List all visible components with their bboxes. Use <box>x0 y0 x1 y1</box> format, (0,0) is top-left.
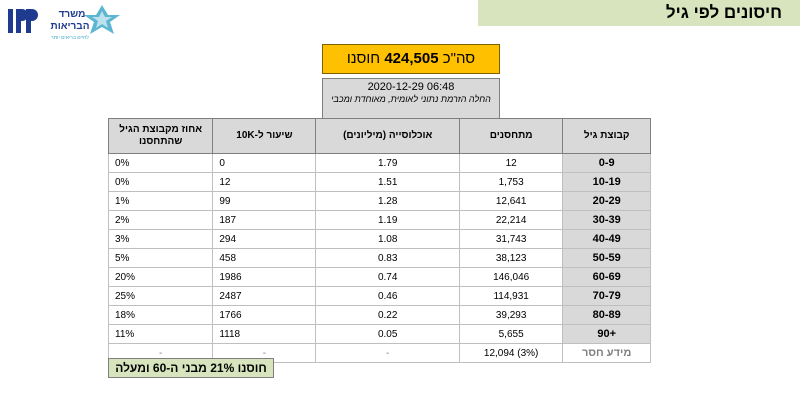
age-cell: 90+ <box>562 324 651 344</box>
logo-line2: הבריאות <box>51 21 90 32</box>
table-row: 60-69 146,046 0.74 1986 20% <box>107 267 651 287</box>
vaccinated-cell: 12,641 <box>458 191 564 211</box>
table-row: 70-79 114,931 0.46 2487 25% <box>107 286 651 306</box>
population-cell: 0.46 <box>315 286 460 306</box>
age-cell: 60-69 <box>562 267 651 287</box>
age-cell: 40-49 <box>562 229 651 249</box>
pct-cell: 25% <box>107 286 214 306</box>
pct-cell: 5% <box>107 248 214 268</box>
vaccinated-cell: 22,214 <box>458 210 564 230</box>
table-row: 20-29 12,641 1.28 99 1% <box>107 191 651 211</box>
pct-cell: 3% <box>107 229 214 249</box>
rate-cell: 1986 <box>212 267 317 287</box>
rate-cell: 12 <box>212 172 317 192</box>
rate-cell: 187 <box>212 210 317 230</box>
pct-cell: 11% <box>107 324 214 344</box>
page-title: חיסונים לפי גיל <box>478 0 800 26</box>
pct-cell: 20% <box>107 267 214 287</box>
population-cell: 0.83 <box>315 248 460 268</box>
vaccinated-cell: 31,743 <box>458 229 564 249</box>
vaccinated-cell: 1,753 <box>458 172 564 192</box>
total-vaccinated-box: סה"כ 424,505 חוסנו <box>322 44 500 74</box>
col-pct-vaccinated: אחוז מקבוצת הגיל שהתחסנו <box>107 118 214 154</box>
missing-label-cell: מידע חסר <box>562 343 651 363</box>
rate-cell: 458 <box>212 248 317 268</box>
update-datetime: 2020-12-29 06:48 <box>367 81 455 93</box>
table-row: 80-89 39,293 0.22 1766 18% <box>107 305 651 325</box>
age-cell: 70-79 <box>562 286 651 306</box>
table-row: 30-39 22,214 1.19 187 2% <box>107 210 651 230</box>
vaccinations-by-age-table: קבוצת גיל מתחסנים אוכלוסייה (מיליונים) ש… <box>107 118 651 363</box>
total-suffix: חוסנו <box>346 50 381 67</box>
age-cell: 80-89 <box>562 305 651 325</box>
col-age-group: קבוצת גיל <box>562 118 651 154</box>
age-cell: 20-29 <box>562 191 651 211</box>
total-value: 424,505 <box>384 50 439 67</box>
ministry-of-health-logo-icon: משרד הבריאות לחיים בריאים יותר <box>6 3 124 43</box>
pct-cell: 0% <box>107 172 214 192</box>
logo-tagline: לחיים בריאים יותר <box>51 34 89 41</box>
population-cell: 1.19 <box>315 210 460 230</box>
vaccinated-cell: 114,931 <box>458 286 564 306</box>
missing-vaccinated-cell: (3%) 12,094 <box>458 343 564 363</box>
pct-cell: 2% <box>107 210 214 230</box>
population-cell: 1.28 <box>315 191 460 211</box>
vaccinated-cell: 146,046 <box>458 267 564 287</box>
age-cell: 0-9 <box>562 153 651 173</box>
rate-cell: 1766 <box>212 305 317 325</box>
pct-cell: 18% <box>107 305 214 325</box>
table-row: 0-9 12 1.79 0 0% <box>107 153 651 173</box>
col-vaccinated: מתחסנים <box>458 118 564 154</box>
age-cell: 30-39 <box>562 210 651 230</box>
age-cell: 10-19 <box>562 172 651 192</box>
pct-cell: 1% <box>107 191 214 211</box>
pct-cell: 0% <box>107 153 214 173</box>
population-cell: 1.08 <box>315 229 460 249</box>
table-row: 40-49 31,743 1.08 294 3% <box>107 229 651 249</box>
missing-population-cell: - <box>315 343 460 363</box>
table-header-row: קבוצת גיל מתחסנים אוכלוסייה (מיליונים) ש… <box>107 118 651 154</box>
age-cell: 50-59 <box>562 248 651 268</box>
col-rate-10k: שיעור ל-10K <box>212 118 317 154</box>
update-info-box: 2020-12-29 06:48 החלה הזרמת נתוני לאומית… <box>322 78 500 119</box>
population-cell: 0.74 <box>315 267 460 287</box>
vaccinated-cell: 5,655 <box>458 324 564 344</box>
col-population: אוכלוסייה (מיליונים) <box>315 118 460 154</box>
vaccinated-cell: 38,123 <box>458 248 564 268</box>
table-row: 10-19 1,753 1.51 12 0% <box>107 172 651 192</box>
rate-cell: 1118 <box>212 324 317 344</box>
vaccinated-cell: 39,293 <box>458 305 564 325</box>
vaccinated-cell: 12 <box>458 153 564 173</box>
rate-cell: 99 <box>212 191 317 211</box>
update-note: החלה הזרמת נתוני לאומית, מאוחדת ומכבי <box>331 94 491 104</box>
population-cell: 0.22 <box>315 305 460 325</box>
population-cell: 1.79 <box>315 153 460 173</box>
rate-cell: 294 <box>212 229 317 249</box>
summary-footer-box: חוסנו 21% מבני ה-60 ומעלה <box>108 358 274 378</box>
rate-cell: 2487 <box>212 286 317 306</box>
table-row: 50-59 38,123 0.83 458 5% <box>107 248 651 268</box>
total-label: סה"כ <box>442 50 476 67</box>
population-cell: 0.05 <box>315 324 460 344</box>
rate-cell: 0 <box>212 153 317 173</box>
table-row: 90+ 5,655 0.05 1118 11% <box>107 324 651 344</box>
logo-line1: משרד <box>59 9 86 20</box>
population-cell: 1.51 <box>315 172 460 192</box>
